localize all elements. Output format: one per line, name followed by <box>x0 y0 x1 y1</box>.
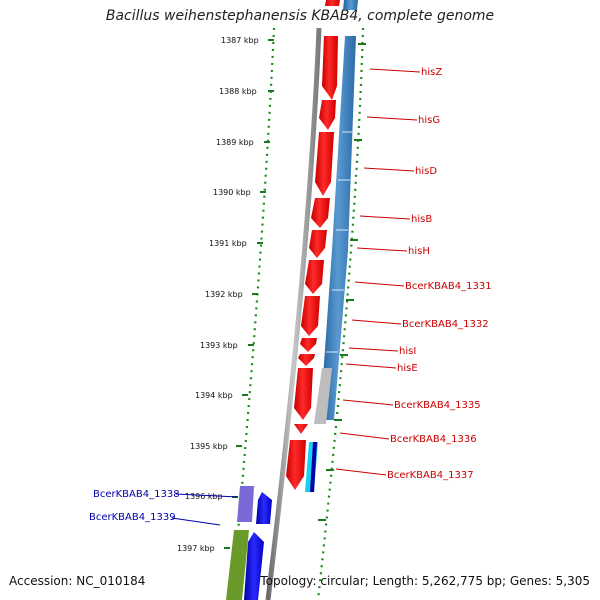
gene-arrow-BcerKBAB4_1336[interactable] <box>294 424 308 434</box>
gene-arrow-hisI[interactable] <box>300 338 317 352</box>
gene-arrow-BcerKBAB4_1339[interactable] <box>244 532 264 600</box>
gene-label[interactable]: hisG <box>418 115 440 126</box>
gene-arrow-BcerKBAB4_1332[interactable] <box>301 296 320 336</box>
gene-label[interactable]: hisE <box>397 363 418 374</box>
topology-label: Topology: circular; Length: 5,262,775 bp… <box>260 574 590 588</box>
gene-arrow-BcerKBAB4_1338[interactable] <box>256 492 272 524</box>
gene-arrow-hisB[interactable] <box>311 198 330 228</box>
tick-label: 1390 kbp <box>213 188 251 197</box>
gene-label[interactable]: hisB <box>411 214 432 225</box>
tick-label: 1387 kbp <box>221 36 259 45</box>
accession-label: Accession: NC_010184 <box>9 574 146 588</box>
right-gene-labels: hisZ hisG hisD hisB hisH BcerKBAB4_1331 … <box>387 67 492 481</box>
gene-arrow-hisE[interactable] <box>298 354 315 366</box>
gene-label[interactable]: BcerKBAB4_1336 <box>390 434 477 445</box>
gene-label[interactable]: BcerKBAB4_1335 <box>394 400 481 411</box>
gene-label[interactable]: BcerKBAB4_1332 <box>402 319 489 330</box>
gene-arrow-BcerKBAB4_1335[interactable] <box>294 368 313 420</box>
cds-purple-1338 <box>237 486 254 522</box>
gene-label[interactable]: BcerKBAB4_1338 <box>93 489 180 500</box>
tick-label: 1394 kbp <box>195 391 233 400</box>
forward-genes <box>286 0 340 490</box>
tick-labels: 1387 kbp 1388 kbp 1389 kbp 1390 kbp 1391… <box>177 36 259 553</box>
gene-label[interactable]: hisD <box>415 166 437 177</box>
right-leader-lines <box>335 68 421 476</box>
gene-label[interactable]: BcerKBAB4_1337 <box>387 470 474 481</box>
gene-arrow-BcerKBAB4_1337[interactable] <box>286 440 306 490</box>
gene-arrow-hisD[interactable] <box>315 132 334 196</box>
gene-arrow-hisZ[interactable] <box>322 36 338 100</box>
tick-label: 1392 kbp <box>205 290 243 299</box>
tick-label: 1389 kbp <box>216 138 254 147</box>
tick-label: 1396 kbp <box>185 492 223 501</box>
gene-arrow-hisG[interactable] <box>319 100 336 130</box>
tick-label: 1397 kbp <box>177 544 215 553</box>
gene-label[interactable]: hisI <box>399 346 416 357</box>
map-title: Bacillus weihenstephanensis KBAB4, compl… <box>105 8 495 24</box>
right-dotted-ring <box>316 27 365 600</box>
tick-label: 1395 kbp <box>190 442 228 451</box>
tick-label: 1393 kbp <box>200 341 238 350</box>
gene-label[interactable]: hisH <box>408 246 430 257</box>
gene-arrow-hisZ[interactable] <box>325 0 340 6</box>
gene-label[interactable]: hisZ <box>421 67 442 78</box>
tick-label: 1388 kbp <box>219 87 257 96</box>
left-leader-lines <box>171 493 239 526</box>
tick-label: 1391 kbp <box>209 239 247 248</box>
cds-olive-1339 <box>226 530 249 600</box>
genome-backbone <box>265 27 322 600</box>
left-gene-labels: BcerKBAB4_1338 BcerKBAB4_1339 <box>89 489 180 523</box>
gene-arrow-hisH[interactable] <box>309 230 327 258</box>
gene-arrow-BcerKBAB4_1331[interactable] <box>305 260 324 294</box>
tick-marks <box>224 39 366 549</box>
cds-track-blue <box>314 0 358 424</box>
gene-label[interactable]: BcerKBAB4_1331 <box>405 281 492 292</box>
reverse-genes <box>244 492 272 600</box>
gene-label[interactable]: BcerKBAB4_1339 <box>89 512 176 523</box>
